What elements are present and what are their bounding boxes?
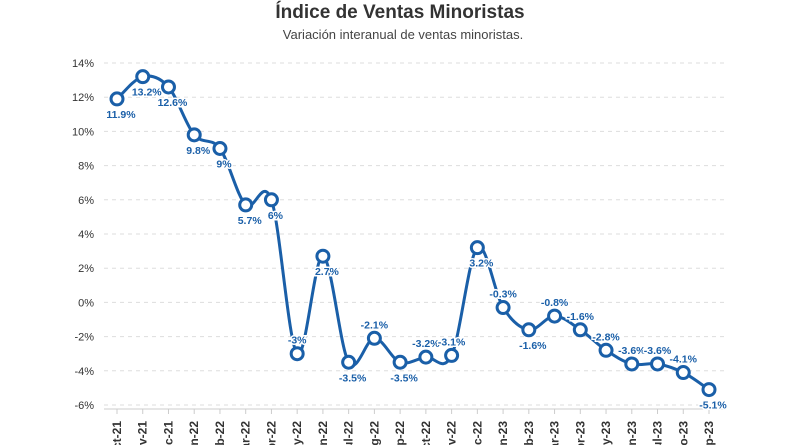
y-tick-label: -6% (74, 400, 94, 412)
data-label: 11.9% (106, 109, 136, 121)
data-point (444, 347, 460, 363)
x-tick-label: May-23 (599, 421, 613, 445)
data-point (547, 308, 563, 324)
data-point (598, 342, 614, 358)
x-tick-label: Jul-23 (651, 421, 665, 445)
x-tick-label: Jan-22 (187, 421, 201, 445)
x-tick-label: Nov-21 (136, 421, 150, 445)
y-tick-label: -2% (74, 332, 94, 344)
x-tick-label: Sep-22 (393, 421, 407, 445)
x-tick-label: Feb-22 (213, 421, 227, 445)
data-label: 12.6% (158, 97, 188, 109)
chart-title: Índice de Ventas Minoristas (275, 2, 525, 23)
data-point (289, 346, 305, 362)
data-label: 2.7% (315, 266, 340, 278)
x-tick-label: Apr-22 (264, 421, 278, 445)
data-point (212, 141, 228, 156)
y-tick-label: -4% (74, 366, 94, 378)
x-tick-label: Mar-23 (548, 421, 562, 445)
data-point (135, 69, 151, 85)
data-point (392, 354, 408, 370)
data-label: -2.1% (361, 319, 389, 331)
y-tick-label: 14% (72, 58, 94, 70)
data-point (315, 248, 331, 264)
x-tick-label: Dec-21 (161, 421, 175, 445)
data-label: -5.1% (699, 400, 727, 412)
data-point (675, 365, 691, 381)
data-label: 6% (268, 210, 284, 222)
data-label: -3.1% (438, 336, 466, 348)
data-label: -4.1% (670, 354, 698, 366)
data-label: -3.6% (618, 345, 646, 357)
x-tick-label: Jul-22 (342, 421, 356, 445)
y-tick-label: 0% (78, 297, 94, 309)
data-point (701, 382, 717, 398)
x-tick-label: Oct-22 (419, 421, 433, 445)
data-point (418, 349, 434, 365)
data-point (624, 356, 640, 372)
x-tick-label: May-22 (290, 421, 304, 445)
x-tick-label: Aug-22 (367, 421, 381, 445)
data-point (469, 240, 485, 256)
data-point (495, 300, 511, 316)
x-tick-label: Jun-23 (625, 421, 639, 445)
y-tick-label: 4% (78, 229, 94, 241)
data-point (238, 197, 254, 213)
y-tick-label: 2% (78, 263, 94, 275)
data-label: -0.8% (541, 297, 569, 309)
data-point (521, 322, 537, 338)
data-label: -2.8% (592, 331, 620, 343)
chart-subtitle: Variación interanual de ventas minorista… (282, 27, 524, 42)
data-label: 9.8% (186, 145, 211, 157)
data-point (650, 356, 666, 372)
data-label: 9% (216, 159, 232, 171)
data-label: 13.2% (132, 87, 162, 99)
data-point (572, 322, 588, 338)
data-label: -1.6% (519, 340, 547, 352)
y-tick-label: 10% (72, 126, 94, 138)
x-tick-label: Jan-23 (496, 421, 510, 445)
data-label: -0.3% (489, 289, 517, 301)
x-tick-label: Oct-21 (110, 421, 124, 445)
y-tick-label: 6% (78, 195, 94, 207)
x-tick-label: Abr-23 (573, 421, 587, 445)
data-point (341, 354, 357, 370)
data-point (186, 127, 202, 143)
x-tick-label: Jun-22 (316, 421, 330, 445)
x-tick-label: Feb-23 (522, 421, 536, 445)
data-label: 3.2% (469, 258, 494, 270)
x-tick-label: Dec-22 (470, 421, 484, 445)
data-label: -1.6% (567, 311, 595, 323)
data-label: -3.6% (644, 345, 672, 357)
data-label: -3.2% (412, 338, 440, 350)
x-tick-label: Ago-23 (676, 421, 690, 445)
data-point (160, 79, 176, 95)
x-tick-label: Nov-22 (445, 421, 459, 445)
data-label: -3% (288, 335, 307, 347)
data-label: -3.5% (390, 372, 418, 384)
data-label: -3.5% (339, 372, 367, 384)
x-tick-label: Sep-23 (702, 421, 716, 445)
y-tick-label: 12% (72, 92, 94, 104)
data-point (109, 91, 125, 107)
data-point (263, 192, 279, 208)
data-label: 5.7% (238, 215, 263, 227)
y-tick-label: 8% (78, 161, 94, 173)
x-tick-label: Mar-22 (239, 421, 253, 445)
data-point (366, 330, 382, 346)
